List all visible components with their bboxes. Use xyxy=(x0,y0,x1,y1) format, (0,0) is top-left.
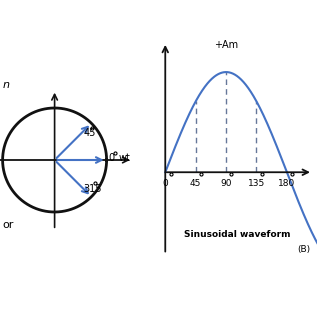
Text: 45: 45 xyxy=(190,179,201,188)
Text: wt: wt xyxy=(119,153,131,163)
Text: 45: 45 xyxy=(83,128,96,138)
Text: 180: 180 xyxy=(278,179,296,188)
Text: or: or xyxy=(3,220,14,229)
Text: 135: 135 xyxy=(248,179,265,188)
Text: +Am: +Am xyxy=(214,40,238,50)
Text: 0: 0 xyxy=(109,153,115,163)
Text: n: n xyxy=(3,80,10,90)
Text: Sinusoidal waveform: Sinusoidal waveform xyxy=(185,230,291,239)
Text: 90: 90 xyxy=(220,179,232,188)
Text: (B): (B) xyxy=(297,245,310,254)
Text: 0: 0 xyxy=(162,179,168,188)
Text: 315: 315 xyxy=(83,184,102,194)
